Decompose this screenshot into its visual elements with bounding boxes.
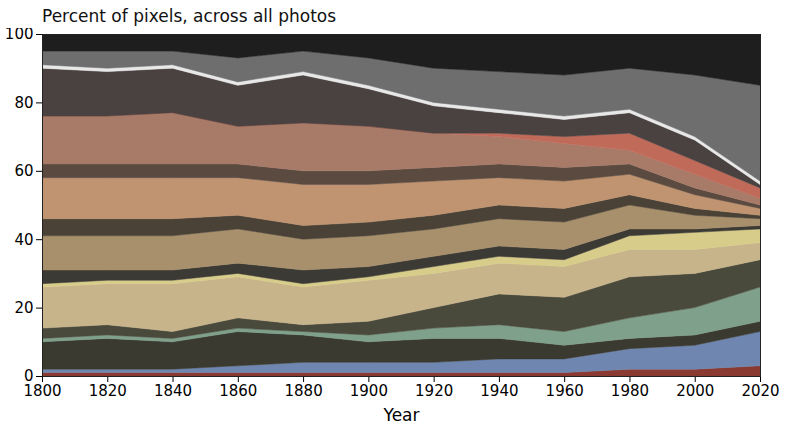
svg-text:20: 20 [14, 299, 33, 317]
svg-text:60: 60 [14, 162, 33, 180]
svg-text:80: 80 [14, 94, 33, 112]
svg-text:1940: 1940 [480, 382, 518, 400]
svg-text:1960: 1960 [546, 382, 584, 400]
svg-text:1900: 1900 [350, 382, 388, 400]
svg-text:100: 100 [5, 28, 34, 43]
svg-text:Year: Year [383, 405, 420, 425]
svg-text:1860: 1860 [219, 382, 257, 400]
svg-text:1820: 1820 [89, 382, 127, 400]
svg-text:1980: 1980 [611, 382, 649, 400]
svg-text:1800: 1800 [23, 382, 61, 400]
svg-text:1840: 1840 [154, 382, 192, 400]
svg-text:1920: 1920 [415, 382, 453, 400]
svg-text:40: 40 [14, 231, 33, 249]
svg-text:0: 0 [24, 367, 34, 386]
svg-text:2020: 2020 [741, 382, 779, 400]
svg-text:2000: 2000 [676, 382, 714, 400]
html-text:Percent of pixels, across all: Percent of pixels, across all photos [42, 6, 337, 26]
svg-text:1880: 1880 [284, 382, 322, 400]
